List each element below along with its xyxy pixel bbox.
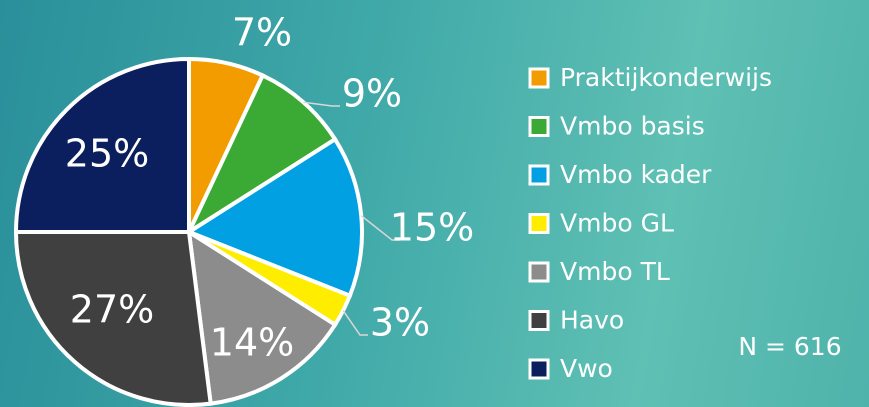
legend-label: Vwo <box>560 354 613 383</box>
pie-slice <box>13 56 191 234</box>
legend-swatch <box>528 67 550 89</box>
legend-label: Vmbo TL <box>560 257 670 286</box>
leader-line <box>360 215 400 241</box>
legend-label: Havo <box>560 306 624 335</box>
data-label: 15% <box>390 206 474 250</box>
legend-swatch <box>528 116 550 137</box>
legend-swatch <box>528 310 550 331</box>
data-label: 25% <box>65 132 149 176</box>
legend-label: Praktijkonderwijs <box>560 63 772 92</box>
leader-line <box>303 101 340 107</box>
legend-label: Vmbo basis <box>560 112 705 141</box>
data-label: 3% <box>370 301 430 345</box>
legend-label: Vmbo GL <box>560 209 674 238</box>
data-label: 27% <box>70 288 154 332</box>
pie-slice <box>184 136 364 299</box>
legend-swatch <box>528 213 550 234</box>
leader-line <box>342 310 368 336</box>
data-label: 7% <box>232 11 292 55</box>
legend-swatch <box>528 261 550 283</box>
legend-swatch <box>528 164 550 186</box>
legend-label: Vmbo kader <box>560 160 712 189</box>
pie-slice <box>13 230 213 407</box>
annotation: N = 616 <box>738 332 841 361</box>
data-label: 9% <box>342 72 402 116</box>
legend-swatch <box>528 358 550 380</box>
data-label: 14% <box>210 321 294 365</box>
pie-slice <box>186 228 338 406</box>
